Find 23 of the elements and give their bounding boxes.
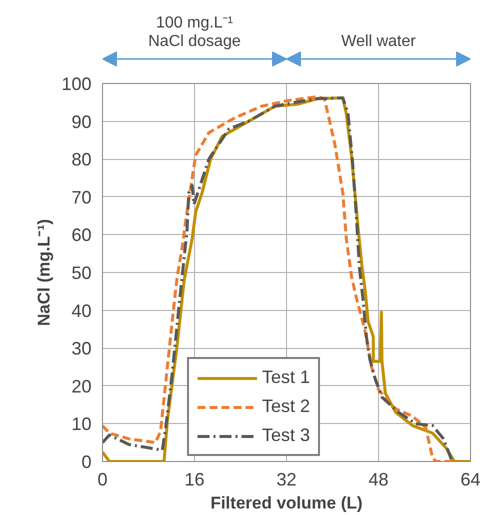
- x-tick-label: 16: [184, 470, 205, 490]
- y-tick-label: 100: [61, 74, 92, 94]
- legend-label: Test 2: [262, 396, 310, 417]
- y-tick-label: 20: [71, 376, 92, 396]
- x-tick-label: 48: [368, 470, 389, 490]
- x-axis-title: Filtered volume (L): [210, 494, 363, 512]
- y-tick-label: 70: [71, 187, 92, 208]
- y-tick-label: 40: [71, 300, 92, 321]
- legend-label: Test 3: [262, 425, 310, 446]
- y-tick-label: 0: [81, 452, 92, 472]
- y-tick-label: 10: [71, 414, 92, 434]
- y-tick-label: 50: [71, 263, 92, 283]
- x-tick-label: 0: [97, 470, 108, 490]
- y-tick-label: 60: [71, 225, 92, 246]
- text: Well water: [341, 33, 416, 50]
- x-tick-label: 64: [460, 470, 481, 490]
- y-tick-label: 30: [71, 338, 92, 359]
- legend-label: Test 1: [262, 367, 310, 388]
- text: 100 mg.L⁻¹ NaCl dosage: [148, 14, 241, 50]
- x-tick-label: 32: [276, 470, 297, 490]
- y-tick-label: 80: [71, 150, 92, 170]
- y-tick-label: 90: [71, 112, 92, 132]
- y-axis-title: NaCl (mg.L⁻¹): [34, 218, 54, 326]
